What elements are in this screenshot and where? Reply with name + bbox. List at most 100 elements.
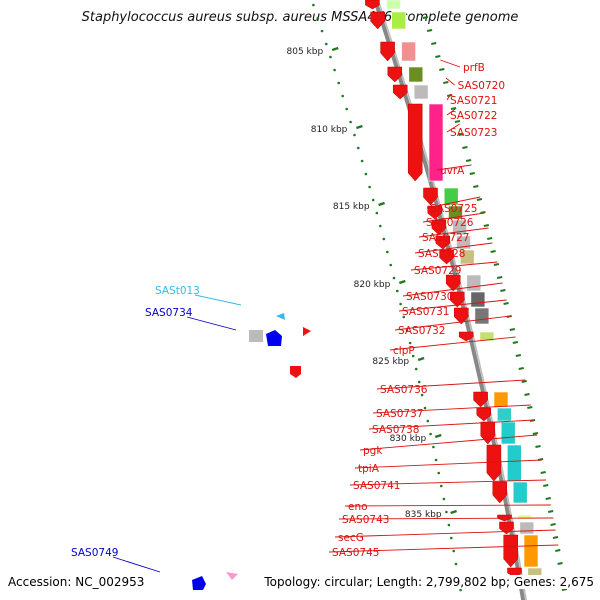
scale-dot xyxy=(392,276,396,280)
gene-arrow xyxy=(431,219,447,236)
scale-dot xyxy=(345,107,349,111)
scale-dot xyxy=(333,68,336,72)
scale-dot xyxy=(364,172,368,176)
scale-dot xyxy=(368,185,371,189)
gene-tick xyxy=(469,172,475,175)
gene-arrow xyxy=(473,391,488,408)
scale-dot xyxy=(329,55,332,59)
scale-dot xyxy=(450,536,453,540)
gene-arrow xyxy=(503,534,518,568)
scale-dot xyxy=(440,484,443,488)
label-leader xyxy=(446,93,452,101)
scale-dot xyxy=(382,237,386,241)
gene-tick xyxy=(422,16,429,19)
label-leader xyxy=(389,336,516,351)
scale-label: 820 kbp xyxy=(354,280,391,290)
scale-dot xyxy=(408,341,412,345)
gene-arrow xyxy=(439,249,454,265)
label-leader xyxy=(394,315,511,331)
scale-dot xyxy=(375,211,379,215)
gene-tick xyxy=(450,107,457,110)
gene-tick xyxy=(439,68,445,71)
label-leader xyxy=(376,379,526,390)
gene-label-sast013: SASt013 xyxy=(155,285,200,297)
gene-label-sas0745: SAS0745 xyxy=(332,547,379,559)
gene-label-sas0728: SAS0728 xyxy=(418,248,465,260)
gene-arrow-blue xyxy=(266,330,282,346)
gene-tick xyxy=(557,562,563,565)
scale-dot xyxy=(386,250,389,254)
gene-arrow xyxy=(427,205,443,220)
cog-box xyxy=(500,421,516,445)
scale-dot xyxy=(414,367,418,371)
gene-label-sas0730: SAS0730 xyxy=(406,291,453,303)
gene-label-sas0731: SAS0731 xyxy=(402,306,449,318)
gene-tick xyxy=(543,484,549,487)
gene-tick xyxy=(500,289,506,292)
gene-tick xyxy=(503,302,509,305)
scale-dot xyxy=(437,471,441,475)
gene-arrow xyxy=(370,11,385,30)
gene-tick xyxy=(524,393,530,396)
scale-dot xyxy=(357,146,360,150)
gene-tick xyxy=(550,523,556,526)
gene-label-uvra: uvrA xyxy=(440,165,465,177)
gene-tick xyxy=(465,159,472,162)
cog-box xyxy=(249,330,263,342)
gene-tick xyxy=(515,354,522,357)
gene-label-sas0727: SAS0727 xyxy=(422,232,469,244)
gene-arrow-blue xyxy=(192,576,206,590)
label-leader xyxy=(398,299,507,312)
gene-tick xyxy=(480,211,486,214)
gene-tick xyxy=(547,510,554,513)
gene-arrow xyxy=(407,103,423,182)
gene-arrow xyxy=(450,291,465,308)
cog-box xyxy=(428,103,444,182)
gene-label-prfb: prfB xyxy=(463,62,485,74)
gene-label-sas0736: SAS0736 xyxy=(380,384,428,396)
gene-arrow xyxy=(476,407,492,422)
cog-box xyxy=(448,205,463,220)
label-leader xyxy=(338,517,554,520)
gene-tick xyxy=(487,237,493,240)
cog-box xyxy=(401,41,416,62)
gene-label-eno: eno xyxy=(348,501,368,513)
gene-arrow xyxy=(290,366,301,378)
gene-label-pgk: pgk xyxy=(363,445,383,457)
gene-tick xyxy=(493,263,500,266)
label-leader xyxy=(372,404,531,414)
gene-arrow xyxy=(458,331,474,342)
scale-label: 810 kbp xyxy=(311,125,348,135)
scale-major-tick xyxy=(356,124,363,130)
gene-arrow xyxy=(392,84,408,100)
scale-dot xyxy=(399,302,402,306)
cog-box xyxy=(512,481,528,504)
label-leader xyxy=(194,294,242,306)
gene-label-tpia: tpiA xyxy=(358,463,380,475)
scale-label: 805 kbp xyxy=(287,47,324,57)
gene-label-sas0734: SAS0734 xyxy=(145,307,193,319)
cog-box xyxy=(386,0,401,10)
gene-label-sas0743: SAS0743 xyxy=(342,514,389,526)
cog-box xyxy=(523,534,539,568)
scale-dot xyxy=(432,445,435,449)
scale-dot xyxy=(353,133,356,137)
scale-dot xyxy=(417,380,421,384)
scale-dot xyxy=(341,94,345,98)
cog-box xyxy=(413,84,429,100)
cog-box xyxy=(470,291,486,308)
label-leader xyxy=(334,529,556,538)
gene-arrow xyxy=(486,444,502,482)
cog-box xyxy=(506,444,522,482)
gene-arrow xyxy=(303,327,311,336)
scale-dot xyxy=(426,419,430,423)
cog-box xyxy=(443,187,459,206)
scale-label: 835 kbp xyxy=(405,510,442,520)
gene-tick xyxy=(555,549,561,552)
scale-dot xyxy=(459,588,462,592)
label-leader xyxy=(418,227,489,238)
gene-tick xyxy=(561,588,568,591)
gene-tick xyxy=(545,497,551,500)
scale-dot xyxy=(423,406,427,410)
